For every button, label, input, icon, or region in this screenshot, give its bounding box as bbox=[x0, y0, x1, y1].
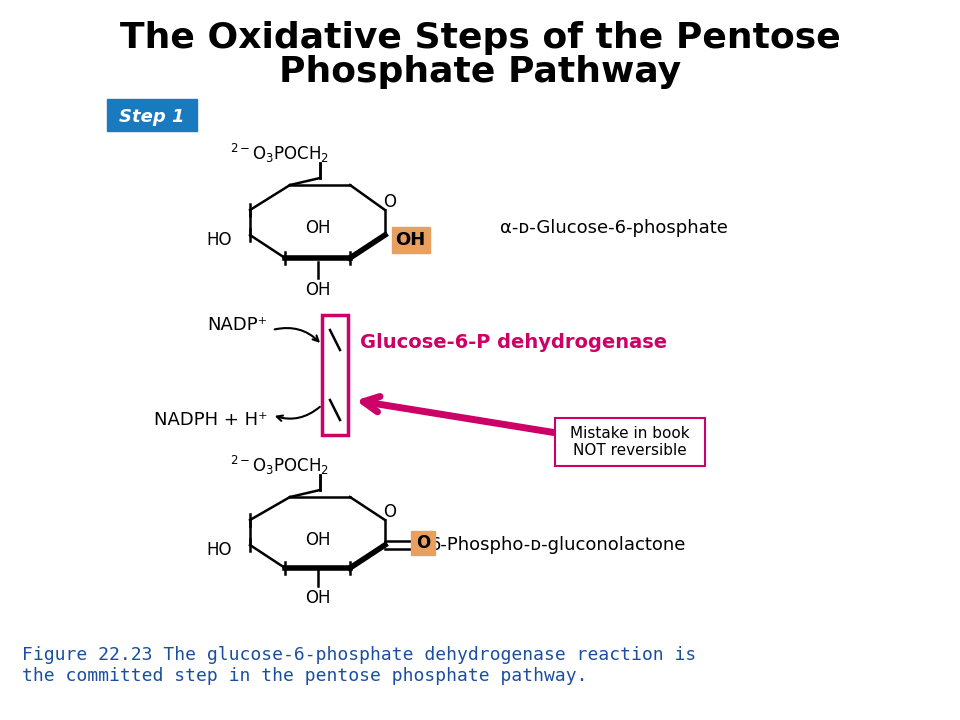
Text: OH: OH bbox=[305, 531, 331, 549]
Text: HO: HO bbox=[206, 231, 232, 249]
Text: OH: OH bbox=[305, 219, 331, 237]
Text: O: O bbox=[383, 503, 396, 521]
Text: $^{2-}$O$_3$POCH$_2$: $^{2-}$O$_3$POCH$_2$ bbox=[230, 454, 329, 477]
Text: OH: OH bbox=[395, 231, 425, 249]
Text: NADPH + H⁺: NADPH + H⁺ bbox=[154, 411, 267, 429]
Text: OH: OH bbox=[305, 589, 331, 607]
Bar bbox=[411, 531, 435, 555]
FancyBboxPatch shape bbox=[392, 227, 430, 253]
Bar bbox=[322, 315, 348, 435]
Text: O: O bbox=[416, 534, 430, 552]
Text: α-ᴅ-Glucose-6-phosphate: α-ᴅ-Glucose-6-phosphate bbox=[500, 219, 728, 237]
Text: Phosphate Pathway: Phosphate Pathway bbox=[279, 55, 681, 89]
Text: HO: HO bbox=[206, 541, 232, 559]
Text: Step 1: Step 1 bbox=[119, 108, 184, 126]
Text: OH: OH bbox=[305, 281, 331, 299]
Text: Figure 22.23 The glucose-6-phosphate dehydrogenase reaction is: Figure 22.23 The glucose-6-phosphate deh… bbox=[22, 646, 696, 664]
Text: NADP⁺: NADP⁺ bbox=[207, 316, 267, 334]
Text: The Oxidative Steps of the Pentose: The Oxidative Steps of the Pentose bbox=[120, 21, 840, 55]
Text: the committed step in the pentose phosphate pathway.: the committed step in the pentose phosph… bbox=[22, 667, 588, 685]
Text: Glucose-6-P dehydrogenase: Glucose-6-P dehydrogenase bbox=[360, 333, 667, 353]
Text: $^{2-}$O$_3$POCH$_2$: $^{2-}$O$_3$POCH$_2$ bbox=[230, 141, 329, 165]
FancyBboxPatch shape bbox=[107, 99, 197, 131]
FancyArrowPatch shape bbox=[364, 397, 597, 439]
Text: 6-Phospho-ᴅ-gluconolactone: 6-Phospho-ᴅ-gluconolactone bbox=[430, 536, 686, 554]
Bar bbox=[555, 418, 705, 466]
Text: Mistake in book
NOT reversible: Mistake in book NOT reversible bbox=[570, 426, 690, 458]
Text: O: O bbox=[383, 193, 396, 211]
